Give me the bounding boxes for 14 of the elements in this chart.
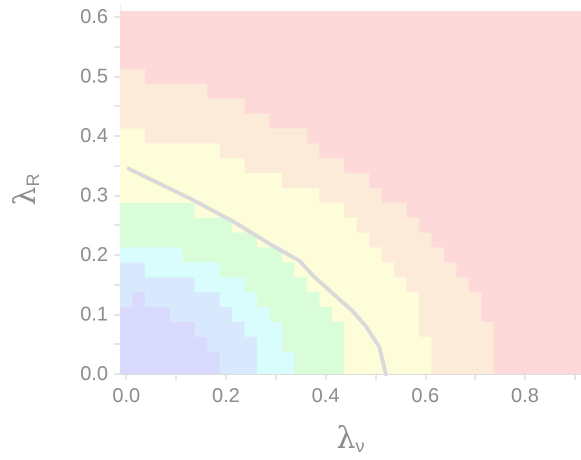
x-tick-label: 0.8 xyxy=(511,385,539,407)
x-tick-label: 0.0 xyxy=(112,385,140,407)
x-tick-label: 0.4 xyxy=(312,385,340,407)
y-axis-title: λR xyxy=(8,173,43,206)
y-tick-label: 0.2 xyxy=(80,244,108,266)
y-tick-label: 0.0 xyxy=(80,363,108,385)
y-tick-label: 0.6 xyxy=(80,6,108,28)
x-tick-label: 0.2 xyxy=(212,385,240,407)
y-tick-label: 0.3 xyxy=(80,184,108,206)
y-tick-label: 0.5 xyxy=(80,65,108,88)
y-tick-label: 0.1 xyxy=(80,303,108,326)
x-tick-label: 0.6 xyxy=(411,385,440,407)
x-axis-title: λν xyxy=(336,421,365,456)
y-tick-label: 0.4 xyxy=(80,124,108,147)
